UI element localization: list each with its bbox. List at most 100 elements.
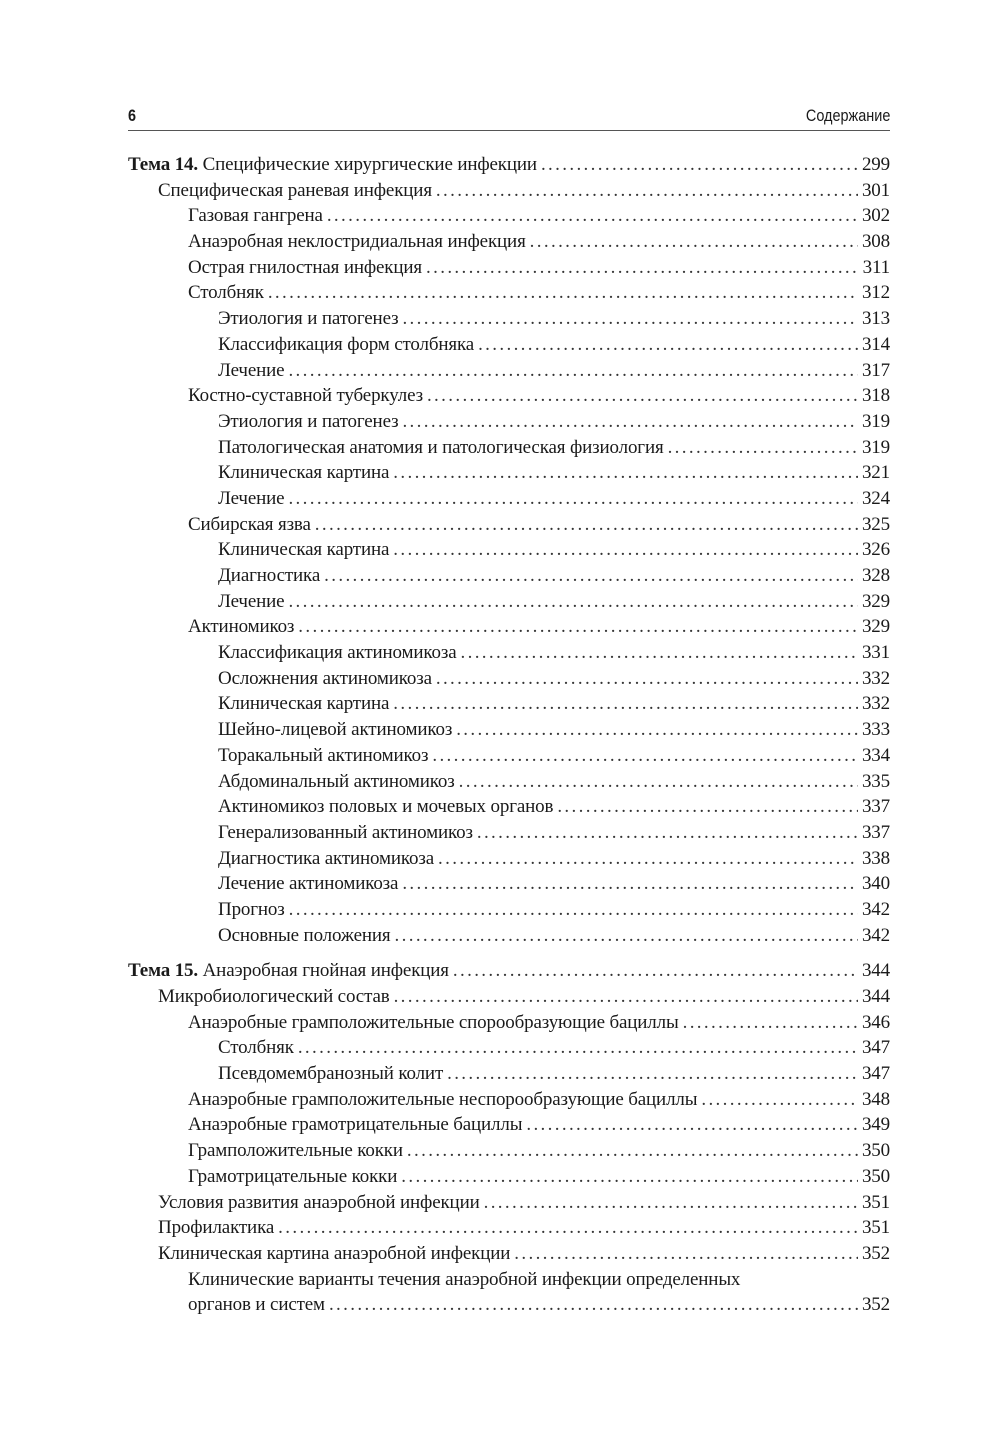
toc-page-number: 337 xyxy=(861,821,890,843)
toc-entry[interactable]: Лечение 329 xyxy=(128,589,890,615)
toc-entry-title: Лечение xyxy=(218,359,285,381)
toc-entry-title: Лечение xyxy=(218,487,285,509)
toc-entry-title: Клиническая картина xyxy=(218,539,390,561)
toc-entry-label: Анаэробные грамотрицательные бациллы xyxy=(188,1112,522,1138)
toc-entry-label: Лечение xyxy=(218,589,285,615)
toc-entry-label: Классификация актиномикоза xyxy=(218,640,457,666)
toc-entry-title: Анаэробные грамположительные спорообразу… xyxy=(188,1011,679,1033)
toc-page-number: 314 xyxy=(861,333,890,355)
dot-leader xyxy=(289,897,858,923)
toc-entry[interactable]: Анаэробные грамположительные неспорообра… xyxy=(128,1087,890,1113)
dot-leader xyxy=(402,306,857,332)
toc-entry[interactable]: Лечение 317 xyxy=(128,358,890,384)
toc-entry-title: Актиномикоз половых и мочевых органов xyxy=(218,796,554,818)
toc-entry[interactable]: Профилактика 351 xyxy=(128,1215,890,1241)
toc-entry-label: органов и систем xyxy=(188,1292,325,1318)
dot-leader xyxy=(393,691,858,717)
toc-entry-label: Абдоминальный актиномикоз xyxy=(218,769,455,795)
toc-page-number: 319 xyxy=(861,410,890,432)
toc-entry-title: Этиология и патогенез xyxy=(218,308,399,330)
toc-page-number: 328 xyxy=(861,565,890,586)
toc-entry-title: Столбняк xyxy=(218,1037,294,1059)
toc-entry[interactable]: Микробиологический состав 344 xyxy=(128,984,890,1010)
toc-page-number: 349 xyxy=(861,1114,890,1136)
toc-entry[interactable]: Клиническая картина 321 xyxy=(128,460,890,486)
toc-entry[interactable]: Патологическая анатомия и патологическая… xyxy=(128,435,890,461)
toc-entry[interactable]: Тема 15. Анаэробная гнойная инфекция 344 xyxy=(128,958,890,984)
toc-page-number: 326 xyxy=(861,539,890,561)
toc-entry[interactable]: Клинические варианты течения анаэробной … xyxy=(128,1267,890,1293)
toc-page-number: 331 xyxy=(861,642,890,664)
toc-page-number: 337 xyxy=(861,796,890,818)
toc-entry[interactable]: Шейно-лицевой актиномикоз 333 xyxy=(128,717,890,743)
toc-page-number: 352 xyxy=(861,1294,890,1316)
toc-entry-label: Острая гнилостная инфекция xyxy=(188,255,422,281)
toc-entry[interactable]: Сибирская язва 325 xyxy=(128,512,890,538)
toc-entry[interactable]: Прогноз 342 xyxy=(128,897,890,923)
toc-entry[interactable]: Грамотрицательные кокки 350 xyxy=(128,1164,890,1190)
toc-entry[interactable]: Анаэробная неклостридиальная инфекция 308 xyxy=(128,229,890,255)
toc-entry-label: Тема 15. Анаэробная гнойная инфекция xyxy=(128,958,449,984)
toc-entry[interactable]: Актиномикоз 329 xyxy=(128,614,890,640)
toc-entry-title: Торакальный актиномикоз xyxy=(218,744,429,766)
toc-entry[interactable]: Диагностика актиномикоза 338 xyxy=(128,846,890,872)
toc-entry[interactable]: Столбняк 347 xyxy=(128,1035,890,1061)
toc-page-number: 350 xyxy=(861,1165,890,1187)
toc-entry-label: Микробиологический состав xyxy=(158,984,390,1010)
toc-entry-label: Клиническая картина анаэробной инфекции xyxy=(158,1241,510,1267)
toc-entry-title: Анаэробные грамположительные неспорообра… xyxy=(188,1088,698,1110)
toc-entry-label: Тема 14. Специфические хирургические инф… xyxy=(128,152,537,178)
toc-page-number: 334 xyxy=(861,744,890,766)
toc-entry-label: Сибирская язва xyxy=(188,512,311,538)
toc-page-number: 318 xyxy=(861,385,890,407)
toc-entry[interactable]: органов и систем 352 xyxy=(128,1292,890,1318)
toc-entry[interactable]: Специфическая раневая инфекция 301 xyxy=(128,178,890,204)
toc-page-number: 332 xyxy=(861,693,890,715)
toc-entry[interactable]: Клиническая картина 326 xyxy=(128,537,890,563)
toc-entry[interactable]: Этиология и патогенез 319 xyxy=(128,409,890,435)
dot-leader xyxy=(315,512,858,538)
toc-entry[interactable]: Генерализованный актиномикоз 337 xyxy=(128,820,890,846)
toc-entry[interactable]: Костно-суставной туберкулез 318 xyxy=(128,383,890,409)
toc-entry-title: Грамотрицательные кокки xyxy=(188,1165,398,1187)
toc-entry[interactable]: Псевдомембранозный колит 347 xyxy=(128,1061,890,1087)
dot-leader xyxy=(278,1215,858,1241)
toc-entry[interactable]: Грамположительные кокки 350 xyxy=(128,1138,890,1164)
topic-number: Тема 15. xyxy=(128,960,198,982)
toc-page-number: 351 xyxy=(861,1217,890,1239)
toc-entry-label: Специфическая раневая инфекция xyxy=(158,178,432,204)
toc-entry[interactable]: Абдоминальный актиномикоз 335 xyxy=(128,769,890,795)
toc-page-number: 342 xyxy=(861,924,890,946)
toc-entry[interactable]: Тема 14. Специфические хирургические инф… xyxy=(128,152,890,178)
toc-entry[interactable]: Острая гнилостная инфекция 311 xyxy=(128,255,890,281)
dot-leader xyxy=(288,486,858,512)
toc-entry[interactable]: Клиническая картина 332 xyxy=(128,691,890,717)
toc-entry[interactable]: Лечение 324 xyxy=(128,486,890,512)
dot-leader xyxy=(327,203,858,229)
toc-page-number: 312 xyxy=(861,282,890,304)
toc-entry-label: Классификация форм столбняка xyxy=(218,332,474,358)
toc-entry[interactable]: Клиническая картина анаэробной инфекции 3… xyxy=(128,1241,890,1267)
dot-leader xyxy=(432,743,858,769)
toc-entry[interactable]: Столбняк 312 xyxy=(128,280,890,306)
dot-leader xyxy=(393,537,858,563)
toc-entry[interactable]: Диагностика 328 xyxy=(128,563,890,589)
toc-entry-label: Лечение xyxy=(218,358,285,384)
toc-entry[interactable]: Анаэробные грамотрицательные бациллы 349 xyxy=(128,1112,890,1138)
toc-entry[interactable]: Основные положения 342 xyxy=(128,923,890,949)
toc-entry[interactable]: Торакальный актиномикоз 334 xyxy=(128,743,890,769)
toc-entry[interactable]: Классификация актиномикоза 331 xyxy=(128,640,890,666)
table-of-contents: Тема 14. Специфические хирургические инф… xyxy=(128,152,890,1318)
toc-entry[interactable]: Лечение актиномикоза 340 xyxy=(128,871,890,897)
toc-entry-title: Генерализованный актиномикоз xyxy=(218,821,473,843)
toc-entry-title: Грамположительные кокки xyxy=(188,1140,403,1162)
toc-entry[interactable]: Газовая гангрена 302 xyxy=(128,203,890,229)
toc-entry-title: Осложнения актиномикоза xyxy=(218,667,432,689)
toc-entry[interactable]: Условия развития анаэробной инфекции 351 xyxy=(128,1190,890,1216)
toc-entry-title: Анаэробные грамотрицательные бациллы xyxy=(188,1114,523,1136)
toc-entry[interactable]: Классификация форм столбняка 314 xyxy=(128,332,890,358)
toc-entry[interactable]: Этиология и патогенез 313 xyxy=(128,306,890,332)
toc-entry[interactable]: Актиномикоз половых и мочевых органов 337 xyxy=(128,794,890,820)
toc-entry[interactable]: Осложнения актиномикоза 332 xyxy=(128,666,890,692)
toc-entry[interactable]: Анаэробные грамположительные спорообразу… xyxy=(128,1010,890,1036)
